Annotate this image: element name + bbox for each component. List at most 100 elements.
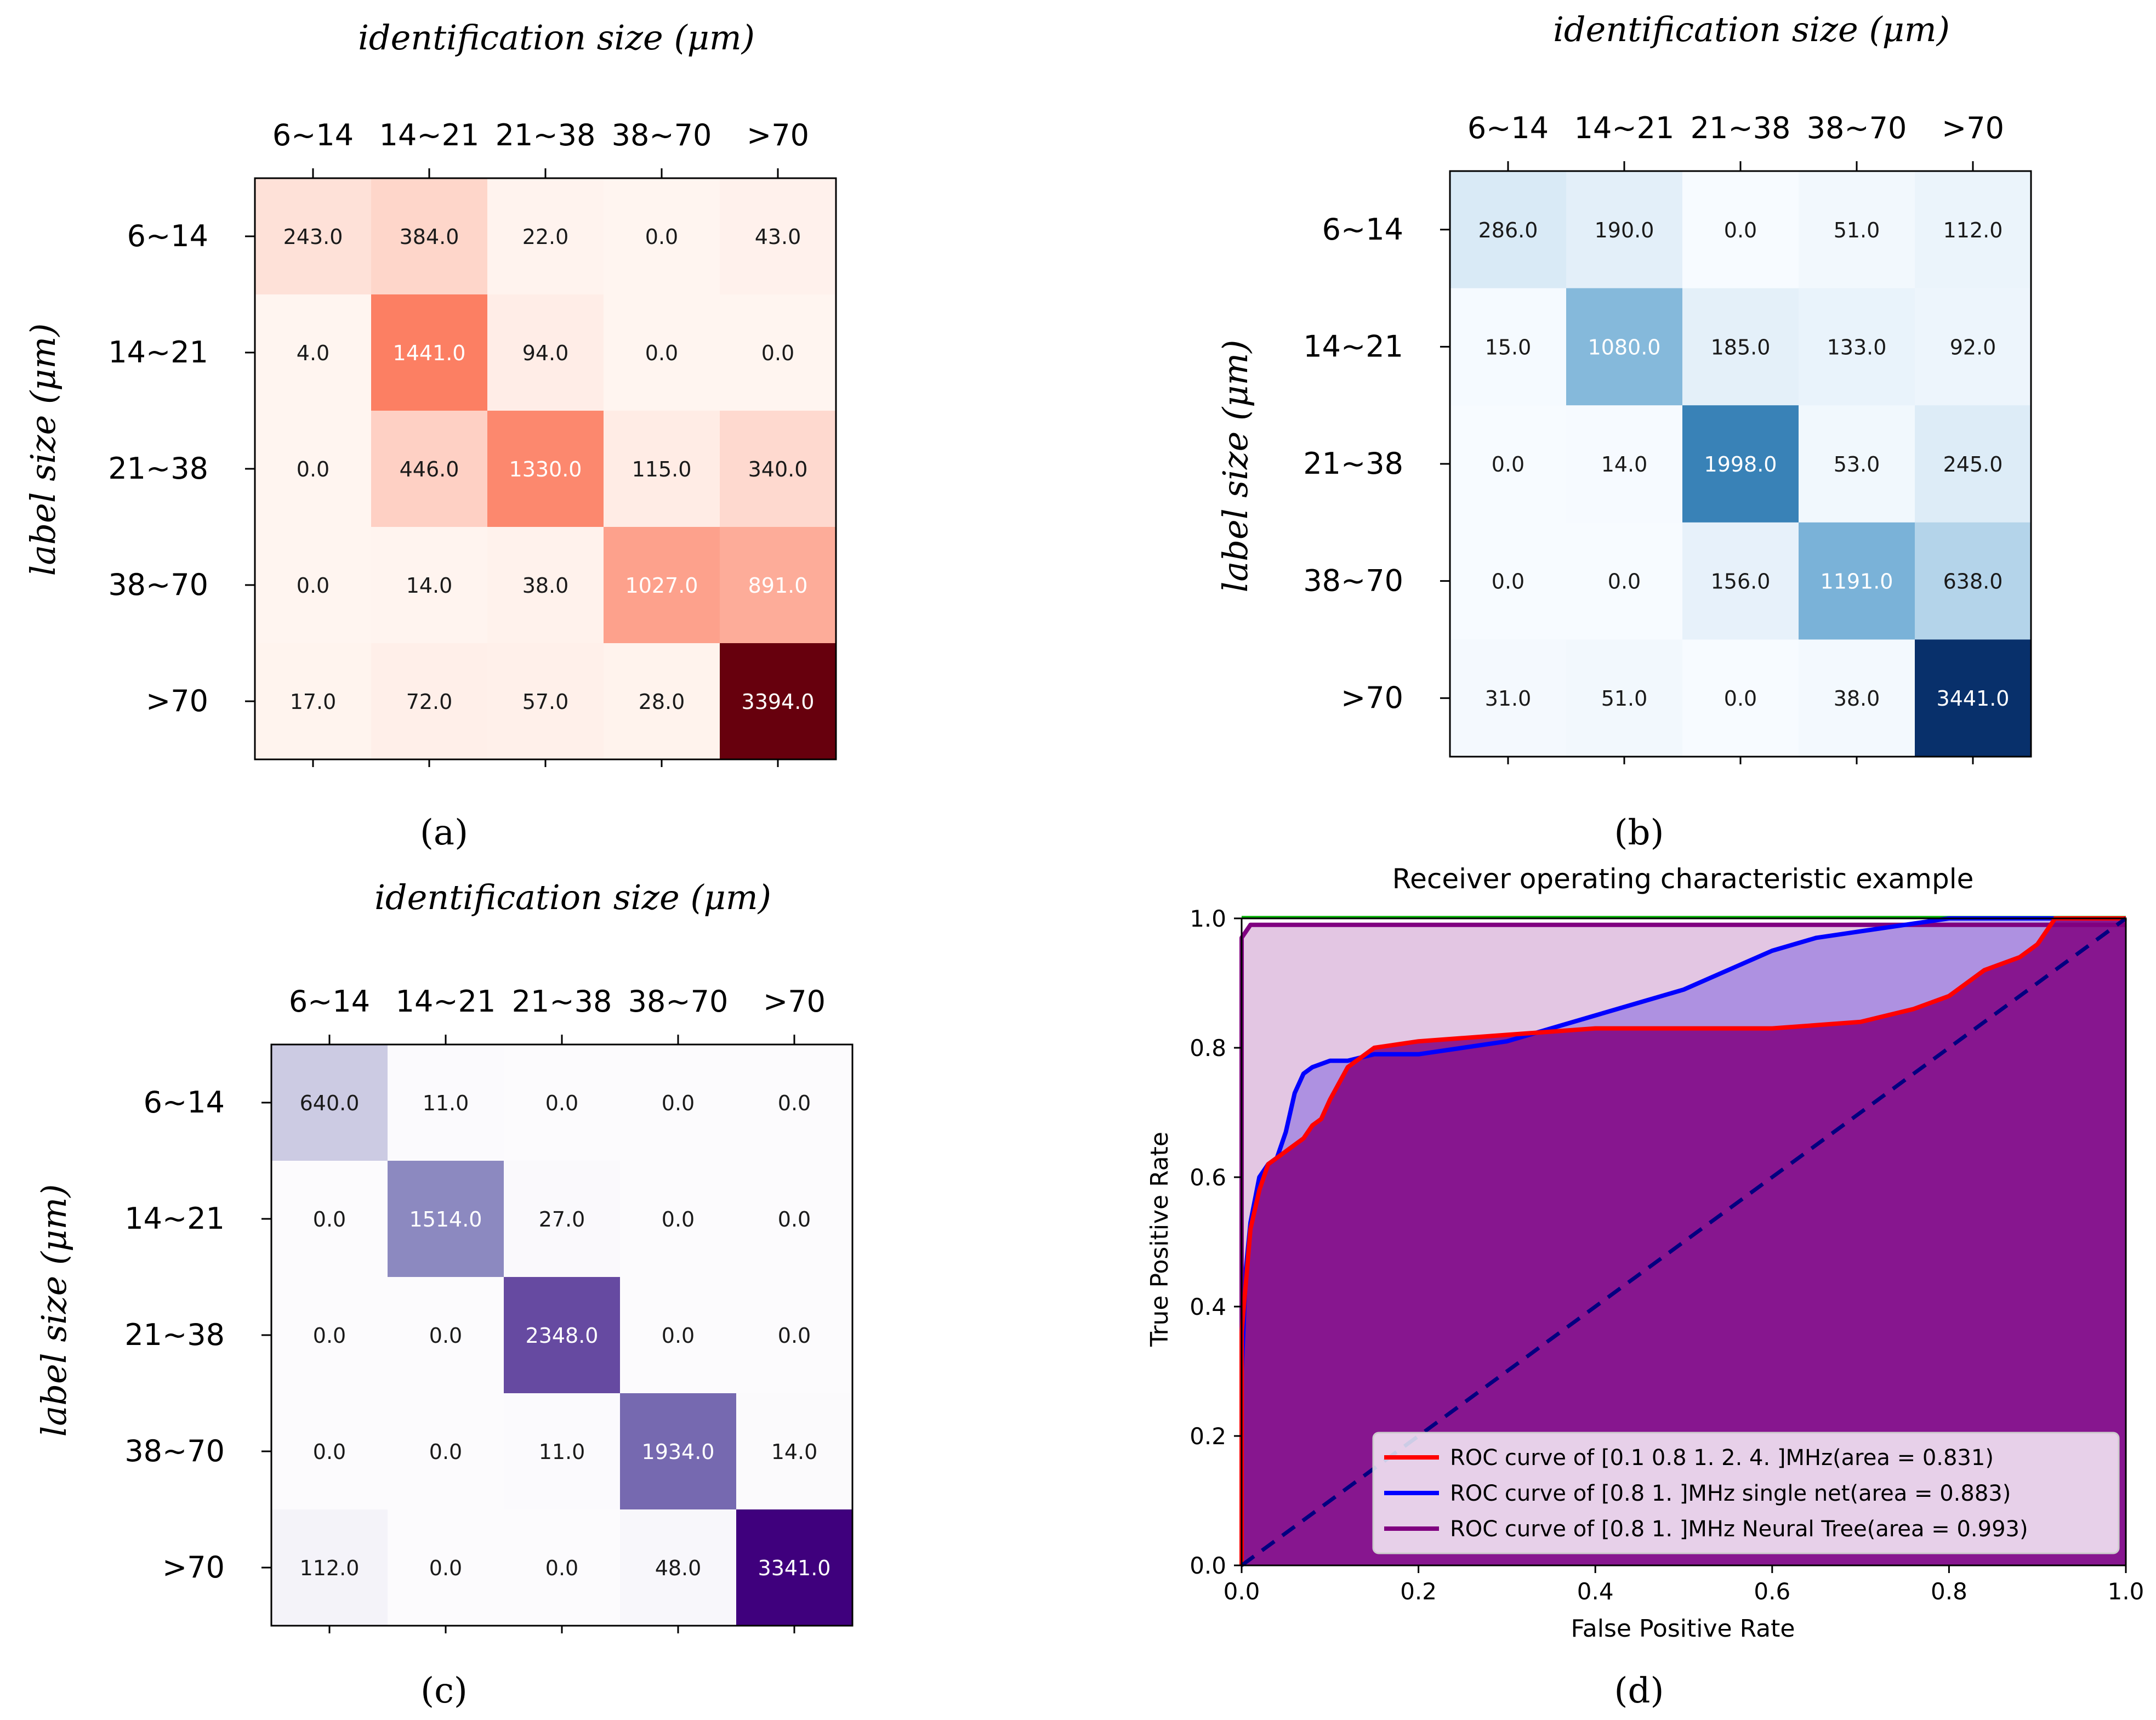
x-tick-label: 14~21 (379, 118, 480, 152)
heatmap-cell-label: 0.0 (297, 457, 329, 481)
heatmap-cell-label: 0.0 (313, 1324, 346, 1348)
heatmap-cell (604, 411, 720, 527)
y-tick-label: 6~14 (127, 219, 208, 253)
heatmap-cell (255, 411, 372, 527)
heatmap-cell (1450, 288, 1567, 406)
heatmap-cell (255, 178, 372, 295)
heatmap-cell-label: 0.0 (662, 1207, 695, 1231)
heatmap-cell (388, 1509, 504, 1626)
heatmap-cell (1799, 171, 1915, 289)
roc-y-tick-label: 0.0 (1190, 1552, 1226, 1579)
heatmap-cell-label: 0.0 (778, 1091, 811, 1115)
heatmap-cell-label: 51.0 (1601, 686, 1648, 711)
panel-c-confusion-matrix: identification size (μm) 640.0 11.0 0.0 0.0… (34, 877, 854, 1711)
heatmap-cell-label: 3341.0 (758, 1556, 831, 1580)
heatmap-cell (1682, 639, 1799, 757)
roc-y-tick-label: 0.2 (1190, 1423, 1226, 1450)
heatmap-cell (620, 1045, 737, 1161)
heatmap-cell-label: 48.0 (655, 1556, 702, 1580)
heatmap-cell-label: 0.0 (429, 1556, 462, 1580)
heatmap-cell (620, 1161, 737, 1278)
panel-a-xlabel: identification size (μm) (358, 18, 755, 58)
roc-ylabel: True Positive Rate (1146, 1132, 1174, 1347)
roc-x-tick-label: 0.8 (1931, 1578, 1967, 1605)
roc-frame (1241, 917, 2127, 1566)
heatmap-cell-label: 0.0 (1608, 570, 1641, 594)
heatmap-cell-label: 0.0 (313, 1207, 346, 1231)
heatmap-cell-label: 185.0 (1711, 335, 1771, 359)
heatmap-cell (1566, 405, 1683, 523)
heatmap-cell-label: 1514.0 (409, 1207, 482, 1231)
panel-c-heatmap: 640.0 11.0 0.0 0.0 0.0 0.0 1514.0 27.0 0.0 0.0 0.0… (124, 984, 854, 1633)
heatmap-cell (720, 294, 837, 411)
x-tick-label: 38~70 (612, 118, 712, 152)
heatmap-cell (1566, 288, 1683, 406)
y-tick-label: 14~21 (1303, 329, 1403, 364)
roc-x-tick-label: 0.6 (1754, 1578, 1790, 1605)
heatmap-cell (504, 1509, 621, 1626)
heatmap-cell (388, 1161, 504, 1278)
roc-title: Receiver operating characteristic exampl… (1392, 863, 1974, 895)
heatmap-cell-label: 14.0 (1601, 452, 1648, 476)
heatmap-cell-label: 31.0 (1485, 686, 1532, 711)
x-tick-label: >70 (1942, 111, 2004, 145)
heatmap-cell-label: 1191.0 (1821, 570, 1893, 594)
y-tick-label: 21~38 (1303, 446, 1403, 481)
heatmap-cell-label: 0.0 (778, 1207, 811, 1231)
y-tick-label: 38~70 (108, 567, 208, 602)
heatmap-cell (620, 1393, 737, 1510)
heatmap-cell (271, 1509, 388, 1626)
y-tick-label: 21~38 (108, 451, 208, 486)
heatmap-cell (1450, 405, 1567, 523)
heatmap-cell (1682, 522, 1799, 640)
heatmap-cell (487, 178, 604, 295)
heatmap-cell (255, 643, 372, 760)
roc-series-line-0 (1239, 916, 2126, 1565)
panel-b-confusion-matrix: identification size (μm) 286.0 190.0 0.0 51… (1215, 9, 2032, 853)
heatmap-cell-label: 38.0 (1834, 686, 1880, 711)
heatmap-cell-label: 0.0 (1724, 218, 1757, 242)
heatmap-cell-label: 286.0 (1478, 218, 1538, 242)
y-tick-label: 14~21 (124, 1201, 225, 1236)
heatmap-cell (1682, 171, 1799, 289)
y-tick-label: 21~38 (124, 1318, 225, 1352)
heatmap-cell-label: 891.0 (748, 574, 808, 598)
heatmap-cell-label: 133.0 (1827, 335, 1887, 359)
heatmap-cell-label: 0.0 (545, 1091, 578, 1115)
roc-x-tick-label: 0.0 (1224, 1578, 1260, 1605)
heatmap-cell-label: 43.0 (755, 225, 801, 249)
roc-y-tick-label: 1.0 (1190, 905, 1226, 932)
heatmap-cell-label: 11.0 (539, 1440, 585, 1464)
heatmap-cell (487, 643, 604, 760)
heatmap-cell (604, 527, 720, 644)
heatmap-cell (388, 1393, 504, 1510)
roc-y-tick-label: 0.6 (1190, 1164, 1226, 1191)
panel-d-roc-chart: Receiver operating characteristic exampl… (1146, 863, 2144, 1711)
heatmap-cell-label: 1934.0 (642, 1440, 715, 1464)
heatmap-cell-label: 446.0 (400, 457, 459, 481)
roc-series-line-1 (1239, 916, 2126, 1565)
x-tick-label: 6~14 (289, 984, 370, 1019)
heatmap-cell (255, 527, 372, 644)
panel-b-heatmap: 286.0 190.0 0.0 51.0 112.0 15.0 1080.0 185.0 133… (1303, 111, 2032, 764)
heatmap-cell-label: 112.0 (1943, 218, 2003, 242)
heatmap-cell (388, 1277, 504, 1394)
heatmap-cell-label: 0.0 (1492, 570, 1524, 594)
heatmap-cell (1566, 639, 1683, 757)
roc-plot-area: 0.0 0.2 0.4 0.6 0.8 1.0 0.0 0.2 0.4 0.6 0.8 1.0 ROC … (1190, 905, 2144, 1605)
heatmap-cell (720, 527, 837, 644)
heatmap-cell-label: 28.0 (639, 690, 685, 714)
heatmap-cell (371, 411, 488, 527)
roc-legend-label: ROC curve of [0.8 1. ]MHz Neural Tree(ar… (1450, 1517, 2028, 1542)
heatmap-cell-label: 22.0 (522, 225, 569, 249)
heatmap-cell (271, 1277, 388, 1394)
roc-x-tick-label: 0.2 (1400, 1578, 1437, 1605)
heatmap-cell (1799, 639, 1915, 757)
heatmap-cell (487, 294, 604, 411)
heatmap-cell (504, 1161, 621, 1278)
panel-c-label: (c) (420, 1671, 468, 1711)
heatmap-cell-label: 243.0 (283, 225, 343, 249)
heatmap-cell-label: 0.0 (1492, 452, 1524, 476)
heatmap-cell-label: 1027.0 (625, 574, 698, 598)
